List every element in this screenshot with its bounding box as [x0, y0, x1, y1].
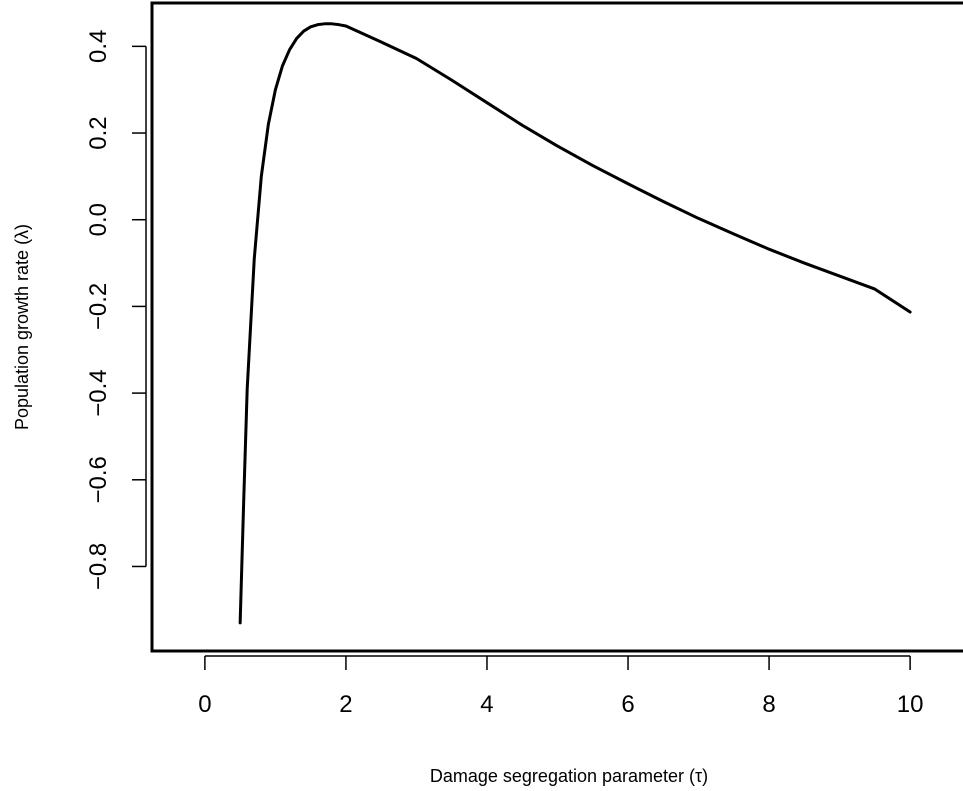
x-axis-title: Damage segregation parameter (τ): [430, 766, 708, 786]
series-line: [238, 22, 912, 625]
x-tick-label: 8: [762, 691, 775, 718]
plot-border: [150, 1, 963, 653]
plot-frame: [150, 1, 963, 653]
y-tick-label: 0.4: [85, 30, 112, 63]
y-tick-label: 0.0: [85, 203, 112, 236]
y-tick-label: −0.2: [85, 283, 112, 330]
y-tick-label: −0.6: [85, 456, 112, 503]
series-layer: [238, 22, 912, 625]
y-tick-label: 0.2: [85, 116, 112, 149]
x-tick-label: 6: [621, 691, 634, 718]
y-axis: −0.8 −0.6 −0.4 −0.2 0.0 0.2 0.4: [85, 30, 147, 590]
y-tick-label: −0.8: [85, 543, 112, 590]
x-tick-label: 10: [897, 691, 924, 718]
x-tick-label: 4: [480, 691, 493, 718]
x-tick-label: 0: [198, 691, 211, 718]
y-tick-label: −0.4: [85, 369, 112, 416]
x-axis: 0 2 4 6 8 10: [198, 655, 924, 718]
x-tick-label: 2: [339, 691, 352, 718]
y-axis-title: Population growth rate (λ): [12, 224, 32, 430]
